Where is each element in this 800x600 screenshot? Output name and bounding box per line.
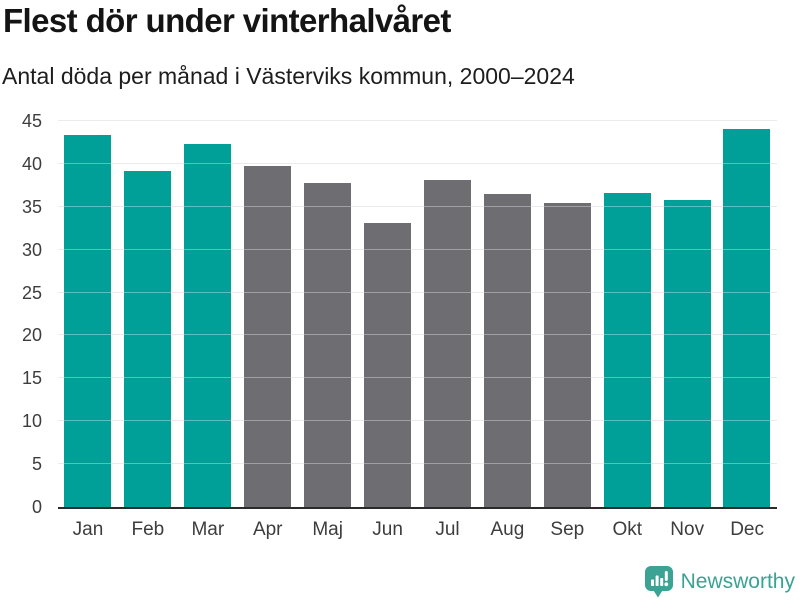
bar-dec — [723, 128, 771, 507]
brand-name: Newsworthy — [680, 570, 795, 593]
y-tick-label: 20 — [21, 325, 42, 346]
y-tick-label: 30 — [21, 239, 42, 260]
x-tick-label: Okt — [612, 519, 643, 540]
bar-apr — [244, 166, 292, 507]
gridline — [58, 463, 777, 465]
gridline-overlay — [58, 463, 777, 465]
gridline-overlay — [58, 162, 777, 164]
gridline — [58, 420, 777, 422]
gridline — [58, 205, 777, 207]
x-tick-label: Aug — [490, 519, 525, 540]
bar-okt — [603, 193, 651, 507]
bar-slot — [543, 121, 591, 507]
gridline-overlay — [58, 120, 777, 121]
gridline — [58, 248, 777, 250]
x-tick-label: Jan — [72, 519, 104, 540]
bar-slot — [304, 121, 352, 507]
bar-maj — [304, 182, 352, 507]
newsworthy-chart-bubble-icon — [644, 566, 673, 598]
gridline-overlay — [58, 377, 777, 379]
x-tick-label: Mar — [191, 519, 225, 540]
x-tick-label: Apr — [252, 519, 283, 540]
bar-chart: 0 5 10 15 20 25 30 35 40 45 Jan Feb Mar Apr Maj Jun Jul… — [0, 112, 800, 561]
bar-feb — [124, 170, 172, 507]
gridline — [58, 334, 777, 336]
bar-slot — [603, 121, 651, 507]
x-tick-label: Feb — [131, 519, 165, 540]
bar-jul — [423, 180, 471, 507]
bar-slot — [723, 121, 771, 507]
x-tick-label: Dec — [730, 519, 764, 540]
bar-slot — [663, 121, 711, 507]
gridline — [58, 162, 777, 164]
x-tick-label: Nov — [670, 519, 705, 540]
y-tick-label: 40 — [21, 153, 42, 174]
chart-subtitle: Antal döda per månad i Västerviks kommun… — [2, 63, 575, 89]
bar-slot — [184, 121, 232, 507]
gridline-overlay — [58, 291, 777, 293]
gridline-overlay — [58, 420, 777, 422]
y-tick-label: 0 — [31, 497, 42, 517]
brand-footer[interactable]: Newsworthy — [644, 565, 795, 598]
gridline — [58, 291, 777, 293]
gridline-overlay — [58, 334, 777, 336]
y-tick-label: 25 — [21, 282, 42, 303]
gridline — [58, 120, 777, 121]
gridline-overlay — [58, 205, 777, 207]
y-tick-label: 15 — [21, 368, 42, 389]
bar-jan — [64, 134, 112, 507]
x-axis: Jan Feb Mar Apr Maj Jun Jul Aug Sep Okt Nov Dec — [58, 519, 777, 541]
x-tick-label: Jun — [372, 519, 403, 540]
chart-title: Flest dör under vinterhalvåret — [3, 2, 451, 39]
y-tick-label: 10 — [21, 411, 42, 432]
bars — [58, 121, 777, 507]
gridline-overlay — [58, 248, 777, 250]
bar-slot — [124, 121, 172, 507]
x-tick-label: Jul — [435, 519, 460, 540]
plot-area — [58, 120, 777, 509]
bar-mar — [184, 144, 232, 507]
bar-aug — [483, 193, 531, 507]
bar-nov — [663, 199, 711, 507]
y-axis: 0 5 10 15 20 25 30 35 40 45 — [0, 112, 42, 516]
y-tick-label: 35 — [21, 196, 42, 217]
bar-slot — [244, 121, 292, 507]
y-tick-label: 45 — [21, 111, 42, 131]
bar-jun — [363, 223, 411, 507]
bar-slot — [64, 121, 112, 507]
bar-sep — [543, 203, 591, 507]
bar-slot — [423, 121, 471, 507]
x-tick-label: Sep — [550, 519, 585, 540]
y-tick-label: 5 — [31, 454, 42, 475]
bar-slot — [483, 121, 531, 507]
bar-slot — [363, 121, 411, 507]
x-tick-label: Maj — [312, 519, 343, 540]
gridline — [58, 377, 777, 379]
